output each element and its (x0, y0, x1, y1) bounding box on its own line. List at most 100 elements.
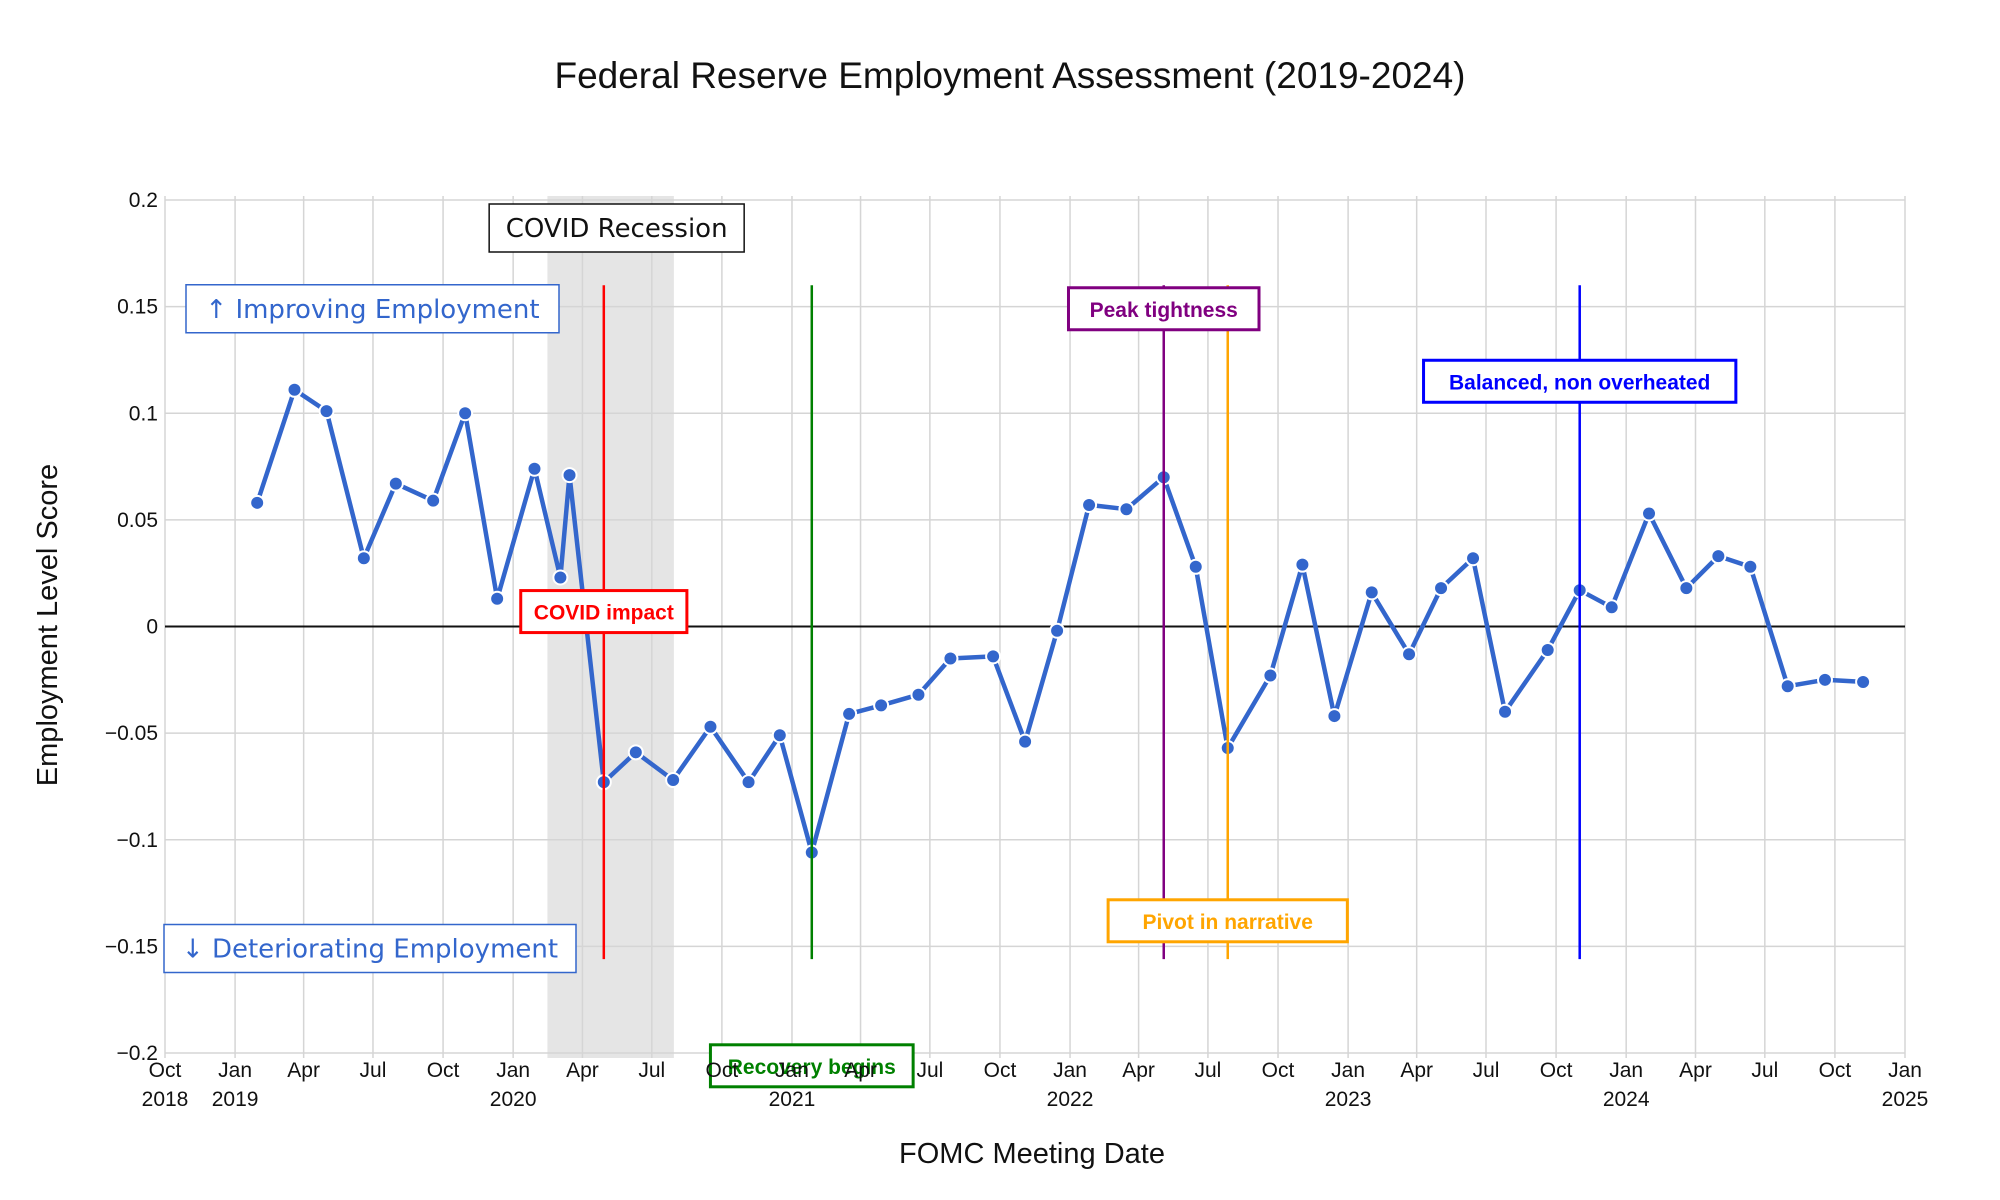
data-point (1262, 667, 1279, 684)
data-point (985, 648, 1002, 665)
event-label: Peak tightness (1090, 299, 1238, 322)
data-point (771, 727, 788, 744)
data-point (1678, 580, 1695, 597)
x-tick-label: Jan (775, 1059, 809, 1082)
data-point (552, 569, 569, 586)
data-point (425, 492, 442, 509)
x-tick-label: Apr (566, 1059, 599, 1082)
annotation-labels: COVID Recession COVID impact Recovery begi… (163, 203, 1738, 1089)
event-label-box (1422, 358, 1738, 404)
x-tick-label: Apr (1400, 1059, 1433, 1082)
x-tick-year-label: 2024 (1603, 1088, 1650, 1111)
axis-ticks: Oct 2018 Jan 2019 Apr Jul Oct Jan 2020 Apr Jul Oct J… (105, 189, 1929, 1111)
event-label-box (708, 1043, 915, 1089)
x-tick-year-label: 2021 (769, 1088, 816, 1111)
data-point (1742, 558, 1759, 575)
x-tick-label: Jan (1888, 1059, 1922, 1082)
data-point (942, 650, 959, 667)
data-point (1603, 599, 1620, 616)
x-tick-label: Jan (218, 1059, 252, 1082)
data-point (1465, 550, 1482, 567)
data-point (387, 475, 404, 492)
y-tick-label: −0.1 (117, 829, 158, 852)
data-point (1641, 505, 1658, 522)
data-point (489, 590, 506, 607)
data-point (1118, 501, 1135, 518)
data-point (740, 774, 757, 791)
x-tick-label: Jan (1053, 1059, 1087, 1082)
y-tick-label: 0.05 (117, 509, 158, 532)
y-tick-label: −0.2 (117, 1042, 158, 1065)
y-tick-label: 0.15 (117, 296, 158, 319)
x-tick-label: Apr (844, 1059, 877, 1082)
chart-title: Federal Reserve Employment Assessment (2… (554, 55, 1465, 96)
x-axis-title: FOMC Meeting Date (899, 1138, 1165, 1170)
y-tick-label: 0 (146, 616, 158, 639)
event-label: Balanced, non overheated (1449, 371, 1710, 394)
x-tick-label: Jan (496, 1059, 530, 1082)
x-tick-label: Apr (1679, 1059, 1712, 1082)
data-point (1294, 556, 1311, 573)
x-tick-label: Oct (984, 1059, 1017, 1082)
x-tick-label: Jul (638, 1059, 665, 1082)
data-point (457, 405, 474, 422)
x-tick-year-label: 2025 (1882, 1088, 1929, 1111)
x-tick-label: Apr (287, 1059, 320, 1082)
data-point (1081, 496, 1098, 513)
x-tick-year-label: 2018 (142, 1088, 189, 1111)
data-point (1433, 580, 1450, 597)
data-point (873, 697, 890, 714)
event-label-box (1066, 286, 1261, 332)
x-tick-year-label: 2022 (1047, 1088, 1094, 1111)
data-point (526, 460, 543, 477)
x-tick-year-label: 2023 (1325, 1088, 1372, 1111)
improving-label-box (185, 284, 560, 334)
gridlines (164, 196, 1906, 1058)
event-label: Pivot in narrative (1143, 911, 1313, 934)
x-tick-label: Jul (1195, 1059, 1222, 1082)
series-layer (249, 381, 1872, 861)
x-tick-label: Jul (1751, 1059, 1778, 1082)
deteriorating-label: ↓ Deteriorating Employment (182, 935, 558, 965)
data-point (702, 718, 719, 735)
data-point (318, 403, 335, 420)
data-point (910, 686, 927, 703)
x-tick-label: Jul (360, 1059, 387, 1082)
event-label-box (519, 589, 689, 635)
event-label-box (1106, 898, 1349, 944)
x-tick-label: Oct (706, 1059, 739, 1082)
data-point (1710, 548, 1727, 565)
y-axis-title: Employment Level Score (32, 464, 64, 786)
data-point (665, 772, 682, 789)
data-point (1855, 673, 1872, 690)
data-point (1539, 641, 1556, 658)
data-point (561, 467, 578, 484)
x-tick-label: Apr (1122, 1059, 1155, 1082)
data-point (627, 744, 644, 761)
data-point (1326, 708, 1343, 725)
x-tick-label: Oct (149, 1059, 182, 1082)
x-tick-year-label: 2019 (212, 1088, 259, 1111)
y-tick-label: 0.2 (129, 189, 158, 212)
data-point (1817, 671, 1834, 688)
event-label: COVID impact (534, 602, 674, 625)
y-tick-label: −0.15 (105, 935, 158, 958)
deteriorating-label-box (163, 923, 577, 974)
data-point (1017, 733, 1034, 750)
data-point (1049, 622, 1066, 639)
x-tick-label: Oct (427, 1059, 460, 1082)
data-point (1779, 678, 1796, 695)
recession-label: COVID Recession (506, 214, 728, 244)
x-tick-label: Jan (1609, 1059, 1643, 1082)
series-line (255, 387, 1864, 855)
event-label: Recovery begins (728, 1056, 896, 1079)
data-point (355, 550, 372, 567)
data-point (841, 705, 858, 722)
data-point (1187, 558, 1204, 575)
y-tick-label: −0.05 (105, 722, 158, 745)
x-tick-label: Oct (1262, 1059, 1295, 1082)
x-tick-label: Oct (1540, 1059, 1573, 1082)
recession-label-box (488, 203, 745, 253)
x-tick-label: Jan (1331, 1059, 1365, 1082)
